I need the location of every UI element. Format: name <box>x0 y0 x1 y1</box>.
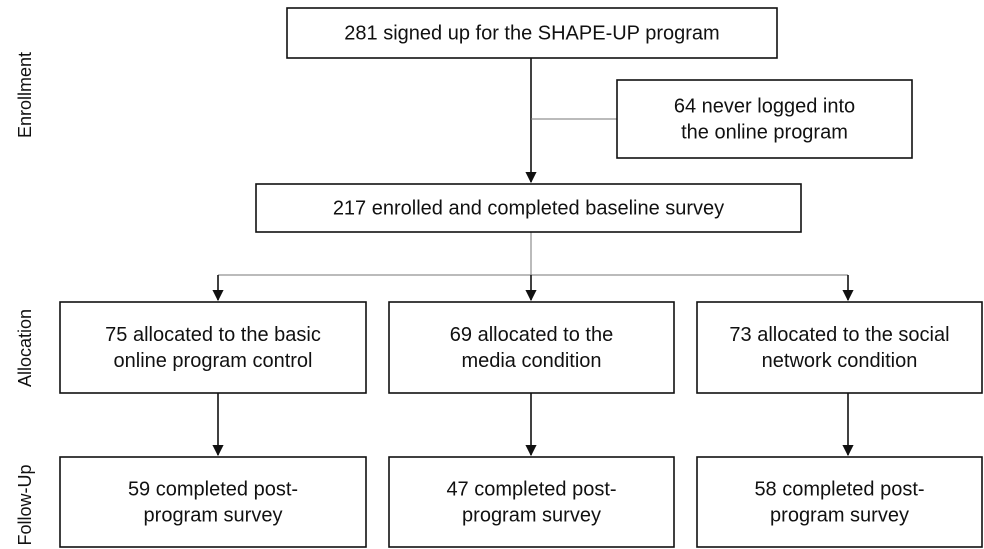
node-label: 217 enrolled and completed baseline surv… <box>333 197 724 219</box>
node-label: 281 signed up for the SHAPE-UP program <box>344 22 719 44</box>
node-label: 75 allocated to the basic <box>105 324 321 346</box>
node-box <box>696 301 983 394</box>
node-box <box>616 79 913 159</box>
node-box <box>59 301 367 394</box>
node-label: 69 allocated to the <box>450 324 613 346</box>
node-label: 64 never logged into <box>674 95 855 117</box>
node-box <box>696 456 983 548</box>
node-label: media condition <box>461 350 601 372</box>
node-label: 59 completed post- <box>128 478 298 500</box>
stage-label: Follow-Up <box>15 464 35 545</box>
node-label: 47 completed post- <box>446 478 616 500</box>
node-box <box>59 456 367 548</box>
node-label: online program control <box>114 350 313 372</box>
stage-label: Enrollment <box>15 52 35 138</box>
node-box <box>388 301 675 394</box>
node-label: program survey <box>144 504 283 526</box>
nodes: 281 signed up for the SHAPE-UP program 64… <box>59 7 983 548</box>
node-label: program survey <box>770 504 909 526</box>
node-box <box>255 183 802 233</box>
node-label: the online program <box>681 121 848 143</box>
node-box <box>388 456 675 548</box>
node-label: 73 allocated to the social <box>729 324 949 346</box>
node-box <box>286 7 778 59</box>
node-label: network condition <box>762 350 918 372</box>
node-label: 58 completed post- <box>754 478 924 500</box>
stage-label: Allocation <box>15 309 35 387</box>
node-label: program survey <box>462 504 601 526</box>
